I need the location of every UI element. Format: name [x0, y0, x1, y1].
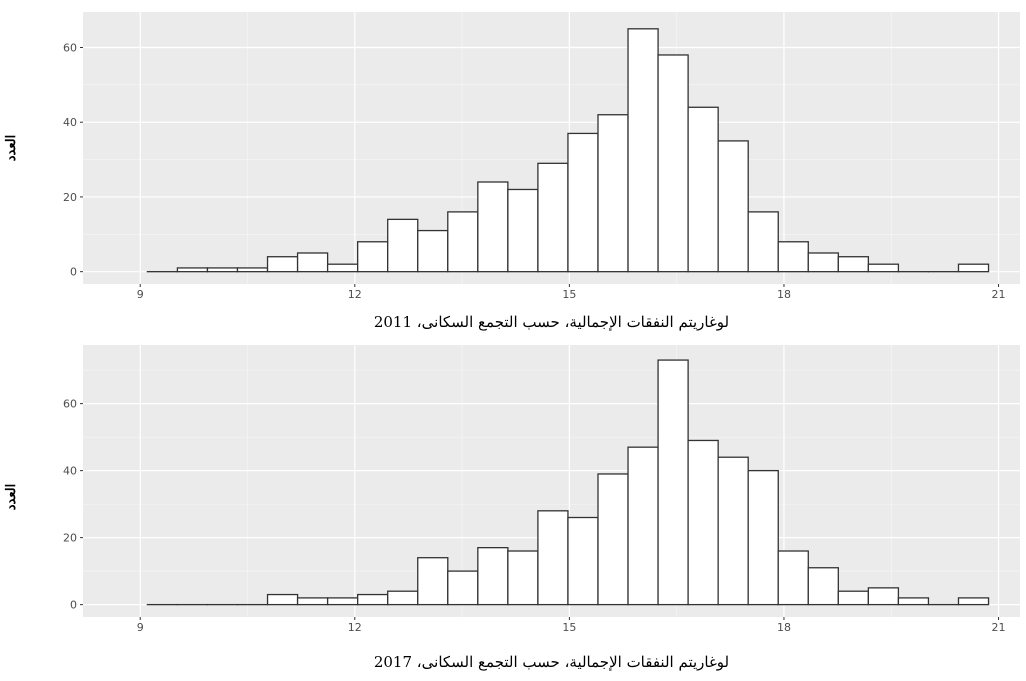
- histogram-bar: [627, 446, 659, 606]
- x-tick-label: 21: [992, 288, 1006, 301]
- histogram-bar: [206, 267, 239, 273]
- histogram-bar: [837, 590, 870, 606]
- histogram-bar: [867, 587, 900, 606]
- histogram-bar: [387, 590, 419, 606]
- y-tick-label: 0: [70, 599, 77, 612]
- histogram-bar: [567, 132, 599, 273]
- histogram-bar: [357, 241, 389, 273]
- y-tick-label: 60: [63, 41, 77, 54]
- x-tick-label: 18: [777, 621, 791, 634]
- x-tick-label: 15: [562, 288, 576, 301]
- y-tick-label: 20: [63, 532, 77, 545]
- x-tick-label: 12: [348, 288, 362, 301]
- histogram-bar: [447, 570, 479, 606]
- histogram-bar: [717, 456, 749, 606]
- histogram-bar: [357, 593, 389, 606]
- histogram-bar: [417, 229, 449, 273]
- y-tick-label: 40: [63, 116, 77, 129]
- histogram-bar: [807, 252, 839, 273]
- histogram-bar: [537, 162, 569, 273]
- histogram-bar: [597, 473, 629, 606]
- histogram-bar: [567, 516, 599, 606]
- histogram-bar: [717, 140, 749, 273]
- histogram-bar: [296, 597, 329, 606]
- histogram-bar: [687, 106, 719, 273]
- y-tick-label: 0: [70, 266, 77, 279]
- histogram-bar: [477, 547, 509, 606]
- x-tick-label: 18: [777, 288, 791, 301]
- x-tick-label: 9: [137, 621, 144, 634]
- chart-panel-1: 9 12 15 18 21 0 20 40 60 لوغاريتم النفقات الإجمال…: [4, 12, 1020, 331]
- histogram-bar: [417, 557, 449, 606]
- histogram-bar: [687, 439, 719, 606]
- histogram-bar: [837, 256, 870, 273]
- y-axis-title: العدد: [4, 135, 19, 161]
- histogram-bar: [627, 28, 659, 273]
- y-axis-title: العدد: [4, 484, 19, 510]
- histogram-bar: [657, 54, 689, 273]
- x-tick-label: 12: [348, 621, 362, 634]
- histogram-bar: [507, 550, 539, 606]
- histogram-bar: [266, 593, 299, 606]
- histogram-bar: [957, 263, 990, 273]
- histogram-bar: [326, 263, 359, 273]
- histogram-bar: [657, 359, 689, 606]
- y-tick-label: 60: [63, 398, 77, 411]
- histogram-bar: [777, 241, 809, 273]
- histogram-bar: [447, 211, 479, 273]
- histogram-bar: [507, 188, 539, 273]
- histogram-bar: [176, 267, 209, 273]
- y-tick-label: 40: [63, 465, 77, 478]
- histogram-bar: [867, 263, 900, 273]
- histogram-bar: [897, 597, 930, 606]
- histogram-bar: [777, 550, 809, 606]
- x-axis-title: لوغاريتم النفقات الإجمالية، حسب التجمع ا…: [374, 313, 729, 331]
- chart-panel-2: 9 12 15 18 21 0 20 40 60 لوغاريتم النفقات الإجمال…: [4, 345, 1020, 671]
- histogram-bar: [807, 567, 839, 606]
- histogram-bar: [387, 218, 419, 273]
- x-tick-label: 15: [562, 621, 576, 634]
- histogram-bar: [597, 114, 629, 273]
- histogram-bar: [326, 597, 359, 606]
- y-tick-label: 20: [63, 191, 77, 204]
- histogram-bar: [747, 211, 779, 273]
- x-tick-label: 9: [137, 288, 144, 301]
- x-axis-title: لوغاريتم النفقات الإجمالية، حسب التجمع ا…: [374, 653, 729, 671]
- histogram-bar: [296, 252, 329, 273]
- x-tick-label: 21: [992, 621, 1006, 634]
- histogram-bar: [266, 256, 299, 273]
- histogram-bar: [957, 597, 990, 606]
- histogram-bar: [236, 267, 269, 273]
- histogram-bar: [747, 469, 779, 606]
- histogram-bar: [477, 181, 509, 273]
- histogram-bar: [537, 510, 569, 606]
